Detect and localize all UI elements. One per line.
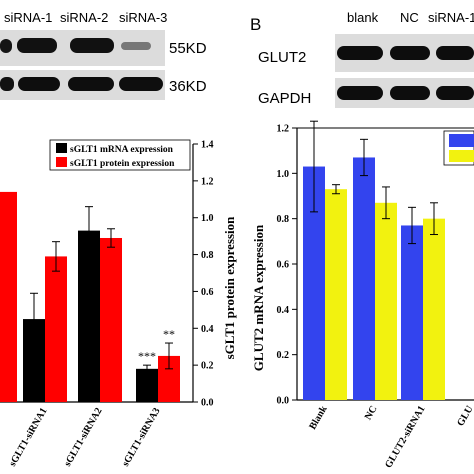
left-right-axis-title: sGLT1 protein expression [222, 216, 237, 360]
yellow-bar [375, 202, 397, 400]
significance-marker: ** [163, 327, 175, 341]
left-tick-label: 1.2 [201, 176, 214, 187]
protein-bar [0, 191, 17, 402]
right-tick-label: 1.0 [277, 169, 290, 180]
legend-swatch-yellow [449, 150, 474, 162]
right-tick-label: 0.4 [277, 305, 290, 316]
left-tick-label: 0.2 [201, 361, 214, 372]
left-category-label: sGLT1-siRNA1 [7, 406, 49, 468]
left-tick-label: 1.0 [201, 213, 214, 224]
protein-bar [158, 355, 180, 402]
protein-bar [45, 256, 67, 402]
lane-label-sirna3: siRNA-3 [119, 10, 167, 25]
significance-marker: *** [138, 349, 156, 363]
left-chart: 0.0 0.2 0.4 0.6 0.8 1.0 1.2 1.4 sGLT1 protein e… [0, 139, 237, 468]
lane-label-blank: blank [347, 10, 379, 25]
legend-swatch-blue [449, 134, 474, 147]
right-category-label: GLU [455, 404, 474, 428]
blot-band [337, 86, 383, 100]
blot-label-gapdh: GAPDH [258, 90, 311, 107]
right-tick-label: 0.6 [277, 260, 290, 271]
left-legend-box [49, 139, 191, 171]
left-tick-label: 1.4 [201, 140, 214, 151]
yellow-bar [423, 218, 445, 400]
blot-band [70, 38, 114, 53]
left-tick-group: 0.0 0.2 0.4 0.6 0.8 1.0 1.2 1.4 [193, 140, 214, 409]
blot-band [436, 46, 474, 60]
legend-label-protein: sGLT1 protein expression [70, 159, 175, 169]
legend-label-mrna: sGLT1 mRNA expression [70, 145, 174, 155]
blue-bar [353, 157, 375, 400]
blot-band [0, 39, 12, 53]
left-bar-group: ***** [0, 191, 180, 402]
right-tick-label: 0.0 [277, 396, 290, 407]
protein-bar [100, 237, 122, 402]
left-tick-label: 0.0 [201, 398, 214, 409]
right-y-axis-title: GLUT2 mRNA expression [251, 224, 266, 371]
lane-label-nc: NC [400, 10, 419, 25]
legend-swatch-mrna [56, 143, 67, 153]
panel-label-b: B [250, 15, 261, 34]
right-chart: 0.0 0.2 0.4 0.6 0.8 1.0 1.2 GLUT2 mRNA express… [251, 120, 474, 471]
mrna-bar [23, 319, 45, 402]
right-tick-group: 0.0 0.2 0.4 0.6 0.8 1.0 1.2 [277, 124, 297, 407]
right-xlabel-group: Blank NC GLUT2-siRNA1 GLU [307, 404, 474, 471]
left-category-label: sGLT1-siRNA2 [62, 406, 104, 468]
right-bar-group [303, 120, 445, 400]
blue-bar [303, 166, 325, 400]
blot-label-55kd: 55KD [169, 40, 207, 57]
right-blot: B blank NC siRNA-1 GLUT2 GAPDH [250, 10, 474, 108]
left-legend: sGLT1 mRNA expression sGLT1 protein expr… [49, 139, 191, 171]
left-category-label: sGLT1-siRNA3 [120, 406, 162, 468]
right-category-label: NC [363, 404, 380, 422]
blot-band [390, 86, 430, 100]
blot-band [18, 77, 60, 91]
mrna-bar [78, 230, 100, 402]
blot-band [390, 46, 430, 60]
blue-bar [401, 225, 423, 400]
right-category-label: Blank [307, 404, 330, 432]
left-tick-label: 0.6 [201, 287, 214, 298]
blot-label-glut2: GLUT2 [258, 49, 306, 66]
yellow-bar [325, 189, 347, 400]
blot-band [68, 77, 114, 91]
left-tick-label: 0.4 [201, 324, 214, 335]
right-tick-label: 0.8 [277, 214, 290, 225]
lane-label-sirna2: siRNA-2 [60, 10, 108, 25]
left-blot: siRNA-1 siRNA-2 siRNA-3 55KD 36KD [0, 10, 207, 100]
left-xlabel-group: sGLT1-siRNA1 sGLT1-siRNA2 sGLT1-siRNA3 [7, 406, 162, 468]
right-category-label: GLUT2-siRNA1 [383, 404, 428, 470]
blot-band [119, 77, 163, 91]
right-legend [443, 130, 474, 166]
blot-band [121, 42, 151, 50]
left-tick-label: 0.8 [201, 250, 214, 261]
right-tick-label: 0.2 [277, 350, 290, 361]
lane-label-sirna1: siRNA-1 [4, 10, 52, 25]
blot-band [337, 46, 383, 60]
right-tick-label: 1.2 [277, 124, 290, 135]
blot-band [17, 38, 57, 53]
legend-swatch-protein [56, 157, 67, 167]
mrna-bar [136, 368, 158, 402]
blot-band [0, 77, 14, 91]
blot-band [436, 86, 474, 100]
lane-label-sirna1: siRNA-1 [428, 10, 474, 25]
blot-label-36kd: 36KD [169, 78, 207, 95]
